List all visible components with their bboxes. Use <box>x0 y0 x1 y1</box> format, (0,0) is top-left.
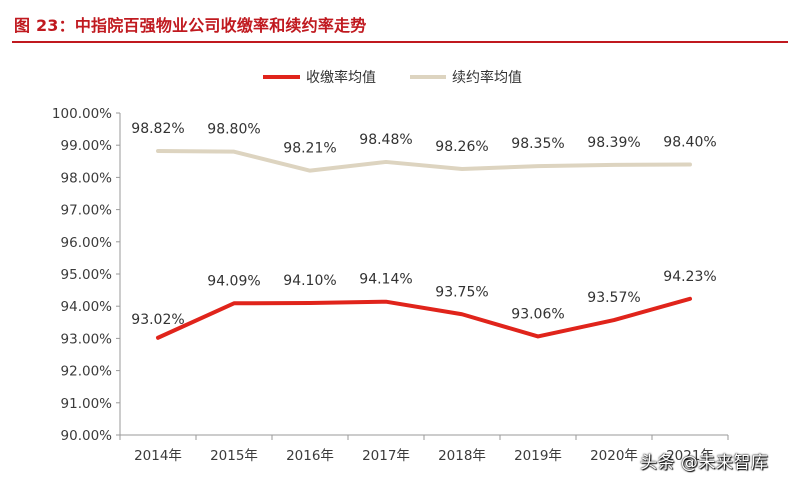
data-label: 94.10% <box>283 273 336 289</box>
x-tick-label: 2020年 <box>590 448 638 464</box>
data-label: 94.14% <box>359 272 412 288</box>
y-tick-label: 100.00% <box>52 106 112 122</box>
y-tick-labels: 90.00% 91.00% 92.00% 93.00% 94.00% 95.00% 96.0… <box>52 106 120 444</box>
x-tick-label: 2018年 <box>438 448 486 464</box>
title-divider <box>12 41 788 43</box>
y-tick-label: 95.00% <box>61 267 113 283</box>
data-label: 98.48% <box>359 132 412 148</box>
y-tick-label: 92.00% <box>61 364 113 380</box>
legend-label-collection: 收缴率均值 <box>306 69 376 86</box>
data-label: 93.02% <box>131 312 184 328</box>
data-label: 98.21% <box>283 141 336 157</box>
data-label: 98.26% <box>435 139 488 155</box>
data-label: 98.80% <box>207 122 260 138</box>
data-label: 93.75% <box>435 284 488 300</box>
x-tick-label: 2015年 <box>210 448 258 464</box>
y-tick-label: 94.00% <box>61 299 113 315</box>
series-line-collection <box>156 296 692 340</box>
y-tick-label: 93.00% <box>61 331 113 347</box>
x-tick-label: 2016年 <box>286 448 334 464</box>
y-tick-label: 98.00% <box>61 170 113 186</box>
legend-label-renewal: 续约率均值 <box>452 69 522 86</box>
data-label: 98.82% <box>131 121 184 137</box>
y-tick-label: 99.00% <box>61 138 113 154</box>
x-tick-label: 2017年 <box>362 448 410 464</box>
y-tick-label: 91.00% <box>61 396 113 412</box>
y-tick-label: 90.00% <box>61 428 113 444</box>
data-label: 93.06% <box>511 306 564 322</box>
x-tick-label: 2021年 <box>666 448 714 464</box>
watermark: 头条 @未来智库 <box>640 453 769 473</box>
data-labels: 93.02% 94.09% 94.10% 94.14% 93.75% 93.06% 93.5… <box>131 121 716 328</box>
x-tick-labels: 2014年 2015年 2016年 2017年 2018年 2019年 2020年 2021年 <box>119 435 729 464</box>
data-label: 98.39% <box>587 135 640 151</box>
series-line-renewal <box>156 148 692 173</box>
data-label: 98.35% <box>511 136 564 152</box>
series-lines <box>156 148 692 340</box>
figure-title: 图 23：中指院百强物业公司收缴率和续约率走势 <box>14 16 367 35</box>
x-tick-label: 2014年 <box>134 448 182 464</box>
data-label: 93.57% <box>587 290 640 306</box>
data-label: 98.40% <box>663 135 716 151</box>
data-label: 94.09% <box>207 273 260 289</box>
y-tick-label: 97.00% <box>61 203 113 219</box>
x-tick-label: 2019年 <box>514 448 562 464</box>
data-label: 94.23% <box>663 269 716 285</box>
y-tick-label: 96.00% <box>61 235 113 251</box>
legend: 收缴率均值 续约率均值 <box>263 69 522 86</box>
